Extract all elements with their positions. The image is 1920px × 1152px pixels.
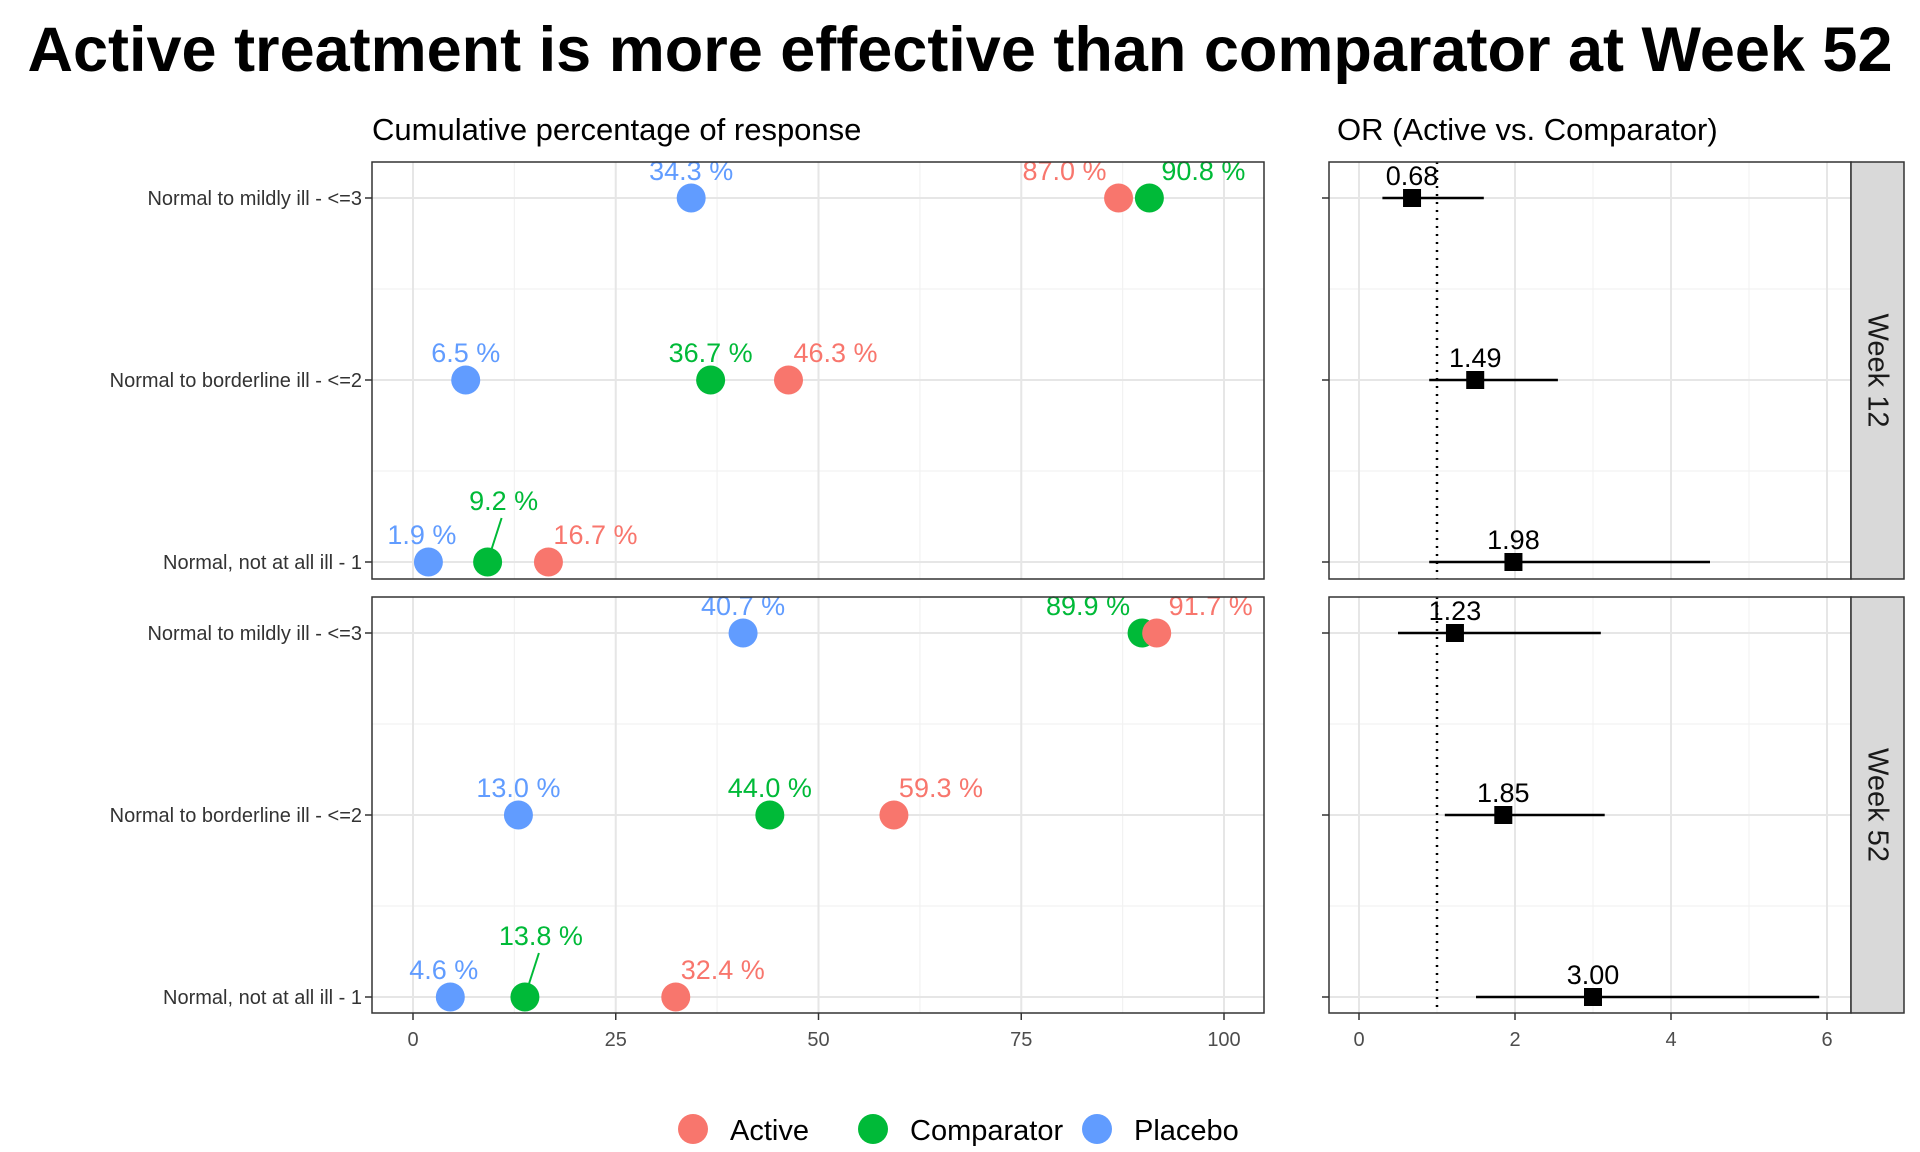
odds-ratio-marker — [1445, 624, 1464, 642]
data-label-comparator: 13.8 % — [499, 921, 583, 951]
legend-label-placebo: Placebo — [1134, 1115, 1239, 1147]
y-tick-label: Normal, not at all ill - 1 — [163, 987, 362, 1009]
odds-ratio-marker — [1466, 371, 1485, 389]
odds-ratio-marker — [1403, 189, 1422, 207]
data-point-active — [1142, 618, 1172, 648]
data-label-comparator: 36.7 % — [669, 338, 753, 368]
data-point-active — [661, 982, 691, 1012]
data-label-placebo: 34.3 % — [649, 156, 733, 186]
data-label-comparator: 90.8 % — [1161, 156, 1245, 186]
data-label-active: 32.4 % — [681, 955, 765, 985]
data-point-comparator — [510, 982, 540, 1012]
facet-strip-label: Week 52 — [1862, 748, 1894, 862]
chart-title: Active treatment is more effective than … — [27, 15, 1893, 85]
data-point-placebo — [435, 982, 465, 1012]
legend-label-active: Active — [730, 1115, 809, 1147]
data-point-placebo — [503, 800, 533, 830]
or-panel-bg — [1329, 597, 1851, 1013]
data-label-comparator: 44.0 % — [728, 773, 812, 803]
data-label-placebo: 13.0 % — [476, 773, 560, 803]
data-point-comparator — [473, 547, 503, 577]
legend-key-placebo — [1082, 1114, 1112, 1144]
data-point-placebo — [676, 183, 706, 213]
data-point-active — [879, 800, 909, 830]
x-tick-label: 0 — [407, 1029, 418, 1051]
facet-strip — [1850, 161, 1905, 580]
data-label-placebo: 40.7 % — [701, 591, 785, 621]
or-panel-bg — [1329, 162, 1851, 579]
odds-ratio-label: 1.23 — [1429, 596, 1482, 626]
odds-ratio-label: 1.85 — [1477, 778, 1530, 808]
facet-strip — [1850, 596, 1905, 1014]
odds-ratio-marker — [1584, 988, 1602, 1006]
data-point-comparator — [1134, 183, 1164, 213]
facet-strip-label: Week 12 — [1862, 314, 1894, 428]
data-label-active: 16.7 % — [553, 520, 637, 550]
odds-ratio-label: 1.98 — [1487, 525, 1540, 555]
panel-subtitle-response: Cumulative percentage of response — [372, 112, 861, 147]
data-label-placebo: 6.5 % — [431, 338, 500, 368]
x-tick-label: 75 — [1010, 1029, 1032, 1051]
label-connector — [527, 952, 540, 985]
data-point-active — [1104, 183, 1134, 213]
data-label-active: 87.0 % — [1023, 156, 1107, 186]
legend-key-active — [678, 1114, 708, 1144]
data-point-placebo — [413, 547, 443, 577]
data-label-active: 59.3 % — [899, 773, 983, 803]
label-connector — [490, 517, 503, 550]
data-label-comparator: 9.2 % — [469, 486, 538, 516]
legend-key-comparator — [858, 1114, 888, 1144]
x-tick-label: 25 — [605, 1029, 627, 1051]
x-tick-label: 4 — [1665, 1029, 1676, 1051]
y-tick-label: Normal to mildly ill - <=3 — [147, 188, 362, 210]
x-tick-label: 50 — [807, 1029, 829, 1051]
odds-ratio-label: 0.68 — [1386, 161, 1439, 191]
data-point-active — [773, 365, 803, 395]
data-point-placebo — [728, 618, 758, 648]
odds-ratio-marker — [1504, 553, 1523, 571]
odds-ratio-label: 1.49 — [1449, 343, 1502, 373]
response-panel-border — [371, 161, 1265, 580]
data-point-comparator — [696, 365, 726, 395]
legend-label-comparator: Comparator — [910, 1115, 1063, 1147]
y-tick-label: Normal to borderline ill - <=2 — [110, 370, 362, 392]
x-tick-label: 100 — [1207, 1029, 1240, 1051]
data-label-placebo: 1.9 % — [387, 520, 456, 550]
y-tick-label: Normal to mildly ill - <=3 — [147, 623, 362, 645]
data-label-comparator: 89.9 % — [1046, 591, 1130, 621]
odds-ratio-label: 3.00 — [1567, 960, 1620, 990]
data-point-comparator — [755, 800, 785, 830]
y-tick-label: Normal, not at all ill - 1 — [163, 552, 362, 574]
x-tick-label: 6 — [1821, 1029, 1832, 1051]
data-label-active: 46.3 % — [793, 338, 877, 368]
data-label-active: 91.7 % — [1169, 591, 1253, 621]
data-point-placebo — [451, 365, 481, 395]
y-tick-label: Normal to borderline ill - <=2 — [110, 805, 362, 827]
odds-ratio-marker — [1494, 806, 1513, 824]
x-tick-label: 2 — [1509, 1029, 1520, 1051]
panel-subtitle-or: OR (Active vs. Comparator) — [1337, 112, 1718, 147]
data-label-placebo: 4.6 % — [409, 955, 478, 985]
x-tick-label: 0 — [1353, 1029, 1364, 1051]
data-point-active — [533, 547, 563, 577]
